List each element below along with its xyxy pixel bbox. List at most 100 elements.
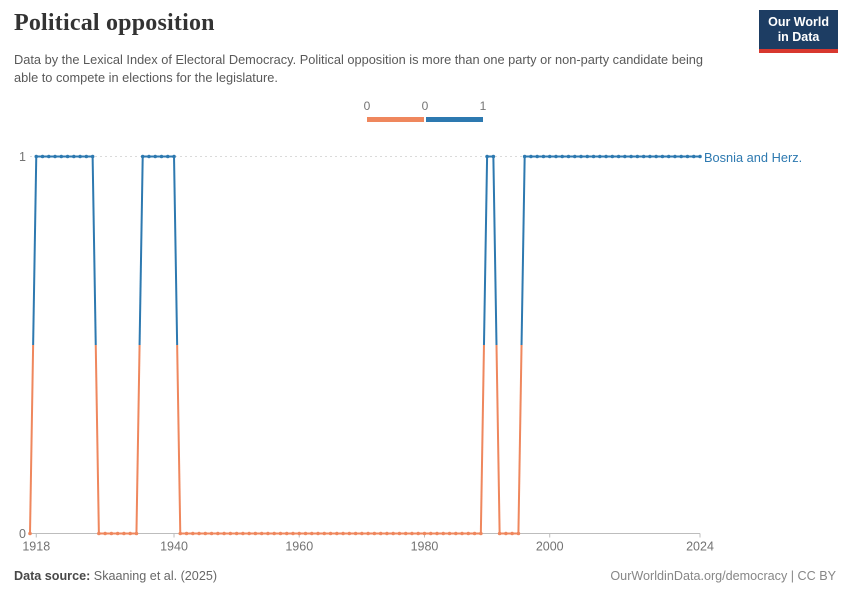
series-transition-segment (176, 344, 182, 534)
data-point-dot (610, 154, 615, 159)
legend-tick-label: 0 (421, 99, 429, 113)
data-point-dot (360, 531, 364, 536)
data-point-dot (623, 154, 627, 159)
data-point-dot (604, 154, 608, 159)
data-point-dot (366, 531, 370, 536)
data-point-dot (591, 154, 596, 159)
series-transition-segment (173, 156, 179, 346)
data-point-dot (641, 154, 646, 159)
series-transition-segment (138, 156, 144, 346)
data-point-dot (328, 531, 333, 536)
data-point-dot (560, 154, 565, 159)
footer-credit-link[interactable]: OurWorldinData.org/democracy | CC BY (610, 569, 836, 583)
data-point-dot (266, 531, 270, 536)
data-point-dot (679, 154, 684, 159)
data-point-dot (59, 154, 64, 159)
data-point-dot (203, 531, 208, 536)
data-point-dot (191, 531, 195, 536)
data-point-dot (65, 154, 70, 159)
data-point-dot (241, 531, 245, 536)
series-transition-segment (495, 344, 501, 534)
data-point-dot (385, 531, 389, 536)
data-point-dot (685, 154, 690, 159)
data-point-dot (309, 531, 314, 536)
data-point-dot (90, 154, 95, 159)
data-point-dot (616, 154, 621, 159)
data-point-dot (291, 531, 295, 536)
data-point-dot (485, 154, 489, 159)
data-point-dot (134, 531, 139, 536)
legend-tick-label: 0 (363, 99, 371, 113)
owid-logo-line1: Our World (768, 15, 829, 29)
data-point-dot (691, 154, 696, 159)
data-point-dot (103, 531, 107, 536)
data-point-dot (698, 154, 702, 159)
data-point-dot (579, 154, 583, 159)
data-point-dot (216, 531, 220, 536)
page-title: Political opposition (14, 10, 215, 36)
data-point-dot (522, 154, 527, 159)
data-point-dot (272, 531, 277, 536)
data-point-dot (247, 531, 251, 536)
footer-source-value: Skaaning et al. (2025) (90, 569, 218, 583)
data-point-dot (353, 531, 358, 536)
data-point-dot (347, 531, 352, 536)
data-point-dot (397, 531, 402, 536)
data-point-dot (529, 154, 533, 159)
y-tick-label: 1 (19, 150, 26, 164)
data-point-dot (253, 531, 258, 536)
data-point-dot (122, 531, 126, 536)
data-point-dot (572, 154, 577, 159)
data-point-dot (504, 531, 508, 536)
series-transition-segment (482, 156, 489, 346)
data-point-dot (128, 531, 132, 536)
series-transition-segment (91, 156, 97, 346)
data-point-dot (159, 154, 164, 159)
data-point-dot (472, 531, 477, 536)
data-point-dot (34, 154, 39, 159)
data-point-dot (378, 531, 383, 536)
data-point-dot (335, 531, 339, 536)
color-legend: 0 0 1 (363, 99, 486, 125)
data-point-dot (441, 531, 446, 536)
data-point-dot (541, 154, 546, 159)
data-point-dot (585, 154, 590, 159)
data-point-dot (491, 154, 496, 159)
data-point-dot (97, 531, 101, 536)
data-point-dot (435, 531, 439, 536)
data-point-dot (673, 154, 677, 159)
data-point-dot (234, 531, 239, 536)
data-point-dot (278, 531, 283, 536)
data-point-dot (259, 531, 264, 536)
data-point-dot (453, 531, 458, 536)
data-point-dot (660, 154, 665, 159)
y-tick-label: 0 (19, 527, 26, 541)
data-point-dot (78, 154, 82, 159)
series-transition-segment (29, 344, 35, 534)
data-point-dot (391, 531, 395, 536)
data-point-dot (297, 531, 302, 536)
x-tick-label: 2024 (686, 540, 714, 554)
data-point-dot (197, 531, 201, 536)
series-entity-label[interactable]: Bosnia and Herz. (704, 150, 803, 165)
data-point-dot (228, 531, 233, 536)
x-tick-label: 1940 (160, 540, 188, 554)
data-point-dot (416, 531, 421, 536)
data-point-dot (222, 531, 226, 536)
data-point-dot (372, 531, 377, 536)
series-transition-segment (479, 344, 485, 534)
legend-tick-label: 1 (479, 99, 487, 113)
series-transition-segment (517, 344, 523, 534)
data-point-dot (410, 531, 414, 536)
owid-logo-line2: in Data (777, 29, 820, 44)
data-point-dot (153, 154, 158, 159)
legend-swatch-value-0[interactable] (367, 117, 424, 122)
legend-swatch-value-1[interactable] (426, 117, 483, 122)
series-transition-segment (520, 156, 526, 346)
data-point-dot (165, 154, 170, 159)
series-transition-segment (94, 344, 100, 534)
data-point-dot (516, 531, 521, 536)
series-transition-segment (32, 156, 38, 346)
